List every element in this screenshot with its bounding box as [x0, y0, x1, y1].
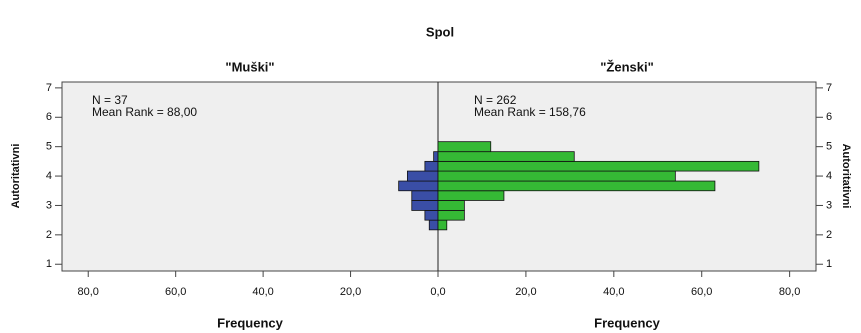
bar — [411, 190, 439, 201]
n-label: N = 37 — [92, 93, 128, 107]
chart-title: Spol — [426, 24, 454, 39]
bar — [437, 170, 676, 182]
y-tick-label: 6 — [46, 111, 52, 123]
y-axis-label: Autoritativni — [10, 144, 22, 209]
y-axis-label-right: Autoritativni — [840, 144, 852, 209]
bar — [411, 200, 439, 211]
x-tick-label: 20,0 — [515, 286, 536, 298]
x-tick-label: 0,0 — [430, 286, 445, 298]
bar — [437, 151, 575, 162]
bar — [428, 219, 439, 231]
y-tick-label-right: 2 — [826, 229, 832, 241]
bar — [424, 210, 439, 221]
mean-rank-label: Mean Rank = 158,76 — [474, 105, 586, 119]
x-tick-label: 60,0 — [691, 286, 712, 298]
y-tick-label: 2 — [46, 229, 52, 241]
x-axis-label: Frequency — [217, 315, 284, 330]
y-tick-label: 1 — [46, 258, 52, 270]
x-tick-label: 40,0 — [603, 286, 624, 298]
bar — [437, 210, 465, 221]
y-tick-label-right: 5 — [826, 141, 832, 153]
y-tick-label: 4 — [46, 170, 52, 182]
x-tick-label: 80,0 — [78, 286, 99, 298]
bar — [437, 141, 492, 153]
mean-rank-label: Mean Rank = 88,00 — [92, 105, 197, 119]
y-tick-label-right: 3 — [826, 199, 832, 211]
y-tick-label-right: 7 — [826, 82, 832, 94]
n-label: N = 262 — [474, 93, 517, 107]
x-tick-label: 20,0 — [340, 286, 361, 298]
y-tick-label: 5 — [46, 141, 52, 153]
bar — [398, 180, 439, 192]
x-tick-label: 80,0 — [779, 286, 800, 298]
panel-title: "Muški" — [225, 59, 274, 74]
y-tick-label: 3 — [46, 199, 52, 211]
x-axis-label: Frequency — [594, 315, 661, 330]
bar — [437, 180, 716, 192]
bar — [424, 160, 439, 172]
bar — [437, 200, 465, 211]
y-tick-label-right: 4 — [826, 170, 832, 182]
panel-title: "Ženski" — [600, 59, 654, 74]
bar — [437, 219, 448, 231]
bar — [433, 151, 439, 162]
y-tick-label: 7 — [46, 82, 52, 94]
x-tick-label: 60,0 — [165, 286, 186, 298]
bar — [437, 160, 760, 172]
x-tick-label: 40,0 — [252, 286, 273, 298]
y-tick-label-right: 1 — [826, 258, 832, 270]
bar — [406, 170, 439, 182]
y-tick-label-right: 6 — [826, 111, 832, 123]
bar — [437, 190, 505, 201]
